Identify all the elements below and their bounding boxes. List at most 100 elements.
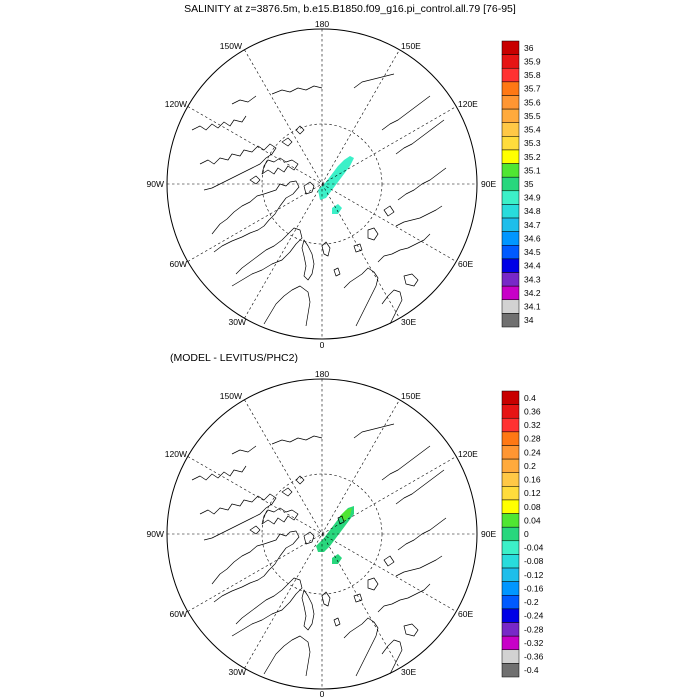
colorbar-label: 0.4 xyxy=(524,393,536,403)
colorbar-label: -0.24 xyxy=(524,611,544,621)
colorbar-swatch xyxy=(501,163,520,178)
colorbar-label: -0.28 xyxy=(524,624,544,634)
colorbar-label: 35.5 xyxy=(524,111,541,121)
colorbar-label: 34.7 xyxy=(524,220,541,230)
colorbar-difference: 0.4 0.36 0.32 0.28 0.24 0.2 0.16 0.12 0.08 0.04 0 -… xyxy=(501,390,544,678)
lon-label-30e: 30E xyxy=(401,667,416,677)
colorbar-label: 34.8 xyxy=(524,206,541,216)
colorbar-swatch xyxy=(501,431,520,446)
colorbar-label: 34.5 xyxy=(524,247,541,257)
colorbar-label: 35.4 xyxy=(524,125,541,135)
colorbar-swatch xyxy=(501,176,520,192)
lon-label-180: 180 xyxy=(315,19,329,29)
lon-label-150w: 150W xyxy=(220,391,242,401)
meridian-120w-60e xyxy=(187,106,457,262)
colorbar-label: 34.9 xyxy=(524,193,541,203)
lon-label-30w: 30W xyxy=(229,317,246,327)
colorbar-swatch xyxy=(501,231,520,246)
polar-map: 180 0 90W 90E 150W 120W 60W 30W 150E 120… xyxy=(147,19,497,350)
meridian-60w-120e xyxy=(187,456,457,612)
colorbar-swatch xyxy=(501,67,520,83)
colorbar-swatch xyxy=(501,122,520,137)
lon-label-180: 180 xyxy=(315,369,329,379)
lon-label-90w: 90W xyxy=(147,529,164,539)
lon-label-60e: 60E xyxy=(458,609,473,619)
field-patch-small xyxy=(332,554,342,564)
colorbar-label: 35.1 xyxy=(524,165,541,175)
colorbar-swatch xyxy=(501,663,520,678)
meridian-150w-30e xyxy=(244,49,400,319)
colorbar-swatch xyxy=(501,217,520,232)
lon-label-90e: 90E xyxy=(481,179,496,189)
colorbar-label: 35.7 xyxy=(524,84,541,94)
colorbar-swatch xyxy=(501,458,520,473)
lon-label-0: 0 xyxy=(320,689,325,699)
lon-label-150e: 150E xyxy=(401,391,421,401)
map-boundary xyxy=(166,28,478,340)
colorbar-swatch xyxy=(501,472,520,487)
meridian-150w-30e xyxy=(244,399,400,669)
colorbar-swatch xyxy=(501,390,520,405)
colorbar-label: -0.04 xyxy=(524,543,544,553)
colorbar-label: -0.2 xyxy=(524,597,539,607)
lon-label-0: 0 xyxy=(320,340,325,350)
colorbar-swatch xyxy=(501,622,520,637)
colorbar-label: 0.16 xyxy=(524,475,541,485)
lon-label-90w: 90W xyxy=(147,179,164,189)
meridian-120w-60e xyxy=(187,456,457,612)
colorbar-swatch xyxy=(501,554,520,569)
colorbar-label: -0.32 xyxy=(524,638,544,648)
colorbar-label: 34.2 xyxy=(524,288,541,298)
colorbar-swatch xyxy=(501,608,520,623)
colorbar-label: 35.3 xyxy=(524,138,541,148)
colorbar-swatch xyxy=(501,245,520,260)
colorbar-swatch xyxy=(501,95,520,110)
colorbar-swatch xyxy=(501,649,520,664)
colorbar-label: 0.08 xyxy=(524,502,541,512)
lon-label-120e: 120E xyxy=(458,449,478,459)
colorbar-label: 34.6 xyxy=(524,233,541,243)
panel-difference: (MODEL - LEVITUS/PHC2) 180 0 90W 90E 150… xyxy=(147,352,544,699)
colorbar-swatch xyxy=(501,417,520,433)
colorbar-label: -0.16 xyxy=(524,583,544,593)
panel-title: SALINITY at z=3876.5m, b.e15.B1850.f09_g… xyxy=(184,3,516,15)
lon-label-150w: 150W xyxy=(220,41,242,51)
colorbar-label: 35.9 xyxy=(524,56,541,66)
colorbar-swatch xyxy=(501,136,520,151)
colorbar-swatch xyxy=(501,190,520,205)
panel-salinity: SALINITY at z=3876.5m, b.e15.B1850.f09_g… xyxy=(147,3,541,350)
colorbar-swatch xyxy=(501,54,520,69)
panel-title: (MODEL - LEVITUS/PHC2) xyxy=(170,352,298,364)
colorbar-swatch xyxy=(501,258,520,273)
lon-label-60w: 60W xyxy=(170,609,187,619)
colorbar-swatch xyxy=(501,445,520,460)
lon-label-60w: 60W xyxy=(170,259,187,269)
field-patch-ridge xyxy=(318,156,354,200)
field-contour xyxy=(337,515,345,525)
colorbar-label: -0.08 xyxy=(524,556,544,566)
lon-label-120w: 120W xyxy=(165,99,187,109)
colorbar-label: 35 xyxy=(524,179,534,189)
lon-label-60e: 60E xyxy=(458,259,473,269)
colorbar-label: 36 xyxy=(524,43,534,53)
colorbar-label: 34 xyxy=(524,315,534,325)
colorbar-salinity: 36 35.9 35.8 35.7 35.6 35.5 35.4 35.3 35.2 35.1 35… xyxy=(501,40,541,328)
salinity-field xyxy=(318,156,354,214)
colorbar-swatch xyxy=(501,486,520,501)
polar-map: 180 0 90W 90E 150W 120W 60W 30W 150E 120… xyxy=(147,369,497,699)
colorbar-label: 34.4 xyxy=(524,261,541,271)
colorbar-label: 35.8 xyxy=(524,70,541,80)
colorbar-label: 35.2 xyxy=(524,152,541,162)
colorbar-label: 0.32 xyxy=(524,420,541,430)
colorbar-swatch xyxy=(501,272,520,287)
colorbar-swatch xyxy=(501,299,520,314)
colorbar-swatch xyxy=(501,204,520,219)
lon-label-30w: 30W xyxy=(229,667,246,677)
meridian-30w-150e xyxy=(244,399,400,669)
colorbar-swatch xyxy=(501,499,520,514)
colorbar-swatch xyxy=(501,581,520,596)
lon-label-90e: 90E xyxy=(481,529,496,539)
colorbar-label: 0.04 xyxy=(524,515,541,525)
colorbar-swatch xyxy=(501,540,520,555)
colorbar-swatch xyxy=(501,513,520,528)
